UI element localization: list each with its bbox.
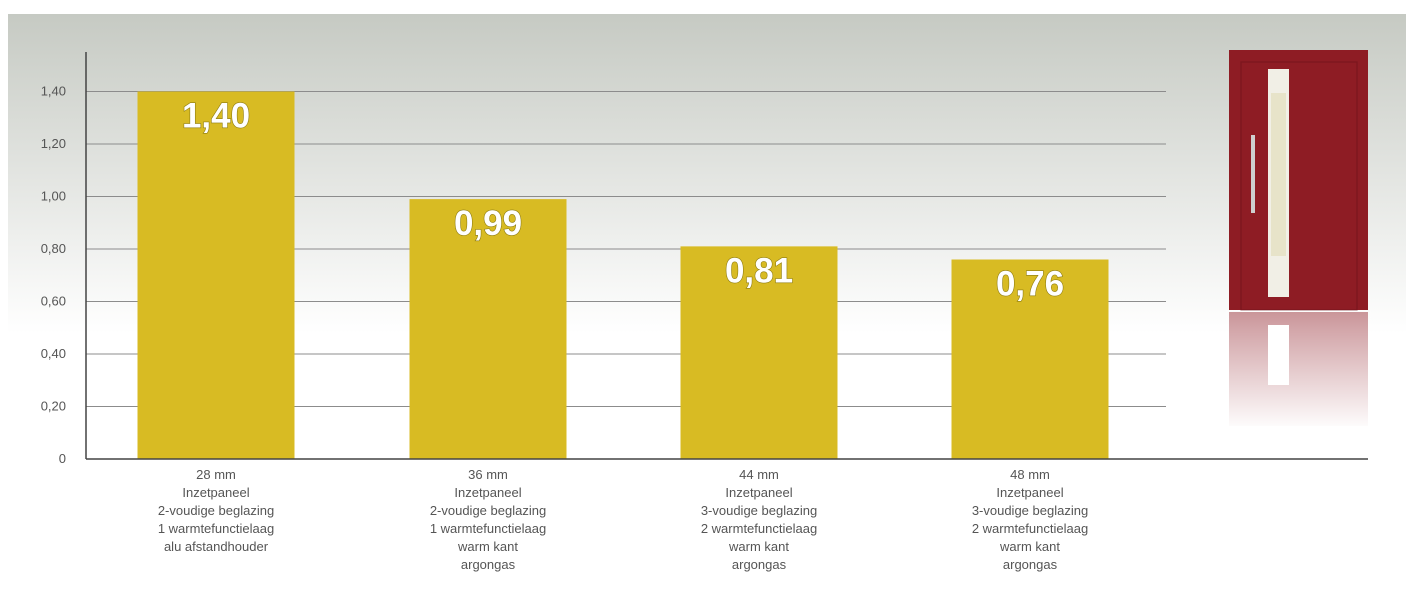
x-category-label-line: 3-voudige beglazing bbox=[701, 503, 817, 518]
x-category-label-line: 2-voudige beglazing bbox=[158, 503, 274, 518]
x-category-label-line: 2-voudige beglazing bbox=[430, 503, 546, 518]
x-category-label-line: warm kant bbox=[457, 539, 518, 554]
x-category-label-line: warm kant bbox=[728, 539, 789, 554]
x-category-label-line: Inzetpaneel bbox=[454, 485, 521, 500]
x-category-label-line: 44 mm bbox=[739, 467, 779, 482]
x-category-label: 36 mm Inzetpaneel 2-voudige beglazing 1 war… bbox=[430, 467, 546, 572]
bars: 1,40 0,99 0,81 0,76 bbox=[137, 91, 1109, 459]
x-category-label-line: 36 mm bbox=[468, 467, 508, 482]
x-category-label-line: Inzetpaneel bbox=[182, 485, 249, 500]
x-category-label-line: 2 warmtefunctielaag bbox=[972, 521, 1088, 536]
red-front-door-with-glass-strip-icon bbox=[1226, 50, 1371, 430]
door-reflection-fade bbox=[1226, 310, 1371, 430]
door-panel bbox=[1229, 50, 1368, 310]
x-category-label-line: warm kant bbox=[999, 539, 1060, 554]
x-category-label: 44 mm Inzetpaneel 3-voudige beglazing 2 war… bbox=[701, 467, 817, 572]
bar bbox=[951, 259, 1109, 459]
y-tick-label: 1,40 bbox=[41, 84, 66, 99]
x-category-label-line: 48 mm bbox=[1010, 467, 1050, 482]
x-axis-category-labels: 28 mm Inzetpaneel 2-voudige beglazing 1 war… bbox=[158, 467, 1088, 572]
bar-value-label: 0,76 bbox=[996, 265, 1064, 304]
x-category-label-line: 3-voudige beglazing bbox=[972, 503, 1088, 518]
y-tick-label: 0,60 bbox=[41, 294, 66, 309]
door-handle bbox=[1251, 135, 1255, 213]
x-category-label-line: argongas bbox=[732, 557, 787, 572]
bar bbox=[137, 91, 295, 459]
x-category-label-line: Inzetpaneel bbox=[996, 485, 1063, 500]
y-tick-label: 0,80 bbox=[41, 241, 66, 256]
x-category-label-line: 1 warmtefunctielaag bbox=[430, 521, 546, 536]
y-tick-label: 0 bbox=[59, 451, 66, 466]
x-category-label: 28 mm Inzetpaneel 2-voudige beglazing 1 war… bbox=[158, 467, 274, 554]
x-category-label: 48 mm Inzetpaneel 3-voudige beglazing 2 war… bbox=[972, 467, 1088, 572]
bar-value-label: 1,40 bbox=[182, 97, 250, 136]
x-category-label-line: argongas bbox=[1003, 557, 1058, 572]
y-tick-label: 1,00 bbox=[41, 189, 66, 204]
x-category-label-line: argongas bbox=[461, 557, 516, 572]
door-glass-pane bbox=[1271, 93, 1286, 256]
x-category-label-line: alu afstandhouder bbox=[164, 539, 269, 554]
y-tick-label: 1,20 bbox=[41, 136, 66, 151]
bar bbox=[409, 199, 567, 459]
bar-value-label: 0,81 bbox=[725, 251, 793, 290]
bar bbox=[680, 246, 838, 459]
bar-value-label: 0,99 bbox=[454, 204, 522, 243]
y-tick-label: 0,20 bbox=[41, 399, 66, 414]
x-category-label-line: 1 warmtefunctielaag bbox=[158, 521, 274, 536]
y-axis-ticks: 0 0,20 0,40 0,60 0,80 1,00 1,20 1,40 bbox=[41, 84, 66, 467]
x-category-label-line: Inzetpaneel bbox=[725, 485, 792, 500]
x-category-label-line: 2 warmtefunctielaag bbox=[701, 521, 817, 536]
x-category-label-line: 28 mm bbox=[196, 467, 236, 482]
y-tick-label: 0,40 bbox=[41, 346, 66, 361]
